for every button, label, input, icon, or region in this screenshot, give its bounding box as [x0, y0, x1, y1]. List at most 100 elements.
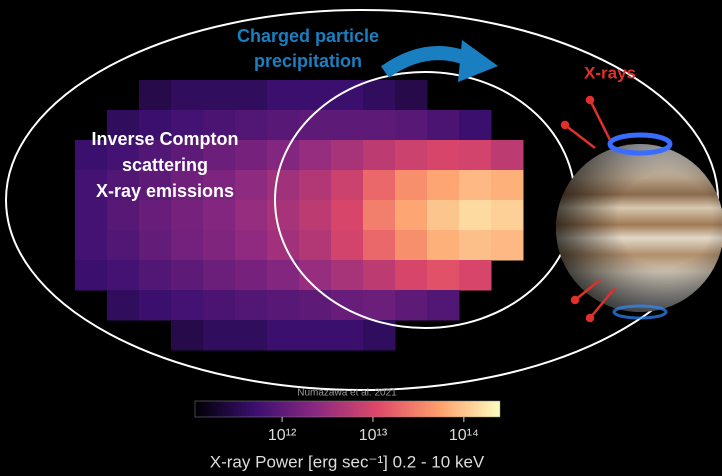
heatmap-cell: [363, 110, 396, 141]
heatmap-cell: [235, 320, 268, 351]
heatmap-cell: [299, 320, 332, 351]
heatmap-cell: [267, 170, 300, 201]
precipitation-label: Charged particle: [237, 26, 379, 46]
heatmap-cell: [203, 320, 236, 351]
heatmap-cell: [107, 290, 140, 321]
heatmap-cell: [491, 170, 524, 201]
heatmap-cell: [75, 200, 108, 231]
heatmap-cell: [427, 230, 460, 261]
xrays-label: X-rays: [584, 63, 636, 82]
heatmap-cell: [331, 230, 364, 261]
heatmap-cell: [427, 110, 460, 141]
colorbar-tick-label: 10¹⁴: [449, 427, 479, 444]
heatmap-cell: [331, 260, 364, 291]
heatmap-cell: [363, 200, 396, 231]
precipitation-label: precipitation: [254, 51, 362, 71]
heatmap-cell: [107, 260, 140, 291]
heatmap-cell: [267, 80, 300, 111]
heatmap: [75, 80, 524, 351]
heatmap-cell: [395, 200, 428, 231]
heatmap-cell: [203, 230, 236, 261]
heatmap-cell: [331, 140, 364, 171]
heatmap-cell: [395, 260, 428, 291]
heatmap-cell: [267, 200, 300, 231]
heatmap-cell: [427, 140, 460, 171]
heatmap-cell: [139, 230, 172, 261]
heatmap-cell: [459, 170, 492, 201]
heatmap-cell: [427, 260, 460, 291]
heatmap-cell: [363, 290, 396, 321]
figure: Charged particle precipitation X-rays In…: [0, 0, 722, 476]
heatmap-cell: [459, 110, 492, 141]
heatmap-cell: [363, 170, 396, 201]
heatmap-cell: [203, 200, 236, 231]
compton-label: scattering: [122, 155, 208, 175]
heatmap-cell: [75, 260, 108, 291]
heatmap-cell: [235, 260, 268, 291]
heatmap-cell: [107, 230, 140, 261]
heatmap-cell: [171, 80, 204, 111]
heatmap-cell: [235, 110, 268, 141]
heatmap-cell: [299, 170, 332, 201]
heatmap-cell: [107, 200, 140, 231]
heatmap-cell: [171, 200, 204, 231]
heatmap-cell: [203, 80, 236, 111]
heatmap-cell: [75, 230, 108, 261]
heatmap-cell: [459, 140, 492, 171]
heatmap-cell: [363, 140, 396, 171]
heatmap-cell: [395, 80, 428, 111]
heatmap-cell: [459, 230, 492, 261]
heatmap-cell: [395, 140, 428, 171]
compton-label: Inverse Compton: [91, 129, 238, 149]
heatmap-cell: [235, 170, 268, 201]
heatmap-cell: [267, 140, 300, 171]
heatmap-cell: [139, 80, 172, 111]
heatmap-cell: [491, 140, 524, 171]
heatmap-cell: [171, 290, 204, 321]
heatmap-cell: [331, 110, 364, 141]
colorbar-label: X-ray Power [erg sec⁻¹] 0.2 - 10 keV: [210, 452, 485, 471]
heatmap-cell: [139, 290, 172, 321]
heatmap-cell: [171, 260, 204, 291]
heatmap-cell: [267, 230, 300, 261]
heatmap-cell: [171, 230, 204, 261]
heatmap-cell: [395, 230, 428, 261]
heatmap-cell: [299, 230, 332, 261]
heatmap-cell: [235, 290, 268, 321]
heatmap-cell: [331, 290, 364, 321]
heatmap-cell: [235, 200, 268, 231]
heatmap-cell: [363, 80, 396, 111]
heatmap-cell: [331, 170, 364, 201]
heatmap-cell: [363, 230, 396, 261]
heatmap-cell: [491, 230, 524, 261]
compton-label: X-ray emissions: [96, 181, 234, 201]
heatmap-cell: [395, 110, 428, 141]
heatmap-cell: [491, 200, 524, 231]
heatmap-cell: [363, 260, 396, 291]
heatmap-cell: [459, 260, 492, 291]
heatmap-cell: [299, 140, 332, 171]
heatmap-cell: [203, 290, 236, 321]
heatmap-cell: [171, 320, 204, 351]
heatmap-cell: [267, 290, 300, 321]
heatmap-cell: [139, 260, 172, 291]
heatmap-cell: [395, 170, 428, 201]
credit: Numazawa et al. 2021: [297, 388, 397, 399]
heatmap-cell: [139, 200, 172, 231]
heatmap-cell: [235, 140, 268, 171]
colorbar-tick-label: 10¹³: [359, 427, 388, 444]
heatmap-cell: [427, 290, 460, 321]
heatmap-cell: [267, 320, 300, 351]
heatmap-cell: [203, 260, 236, 291]
heatmap-cell: [299, 200, 332, 231]
heatmap-cell: [395, 290, 428, 321]
heatmap-cell: [427, 170, 460, 201]
heatmap-cell: [235, 80, 268, 111]
heatmap-cell: [299, 290, 332, 321]
heatmap-cell: [331, 200, 364, 231]
colorbar: [195, 401, 500, 417]
colorbar-tick-label: 10¹²: [268, 427, 297, 444]
heatmap-cell: [459, 200, 492, 231]
heatmap-cell: [331, 320, 364, 351]
heatmap-cell: [299, 80, 332, 111]
